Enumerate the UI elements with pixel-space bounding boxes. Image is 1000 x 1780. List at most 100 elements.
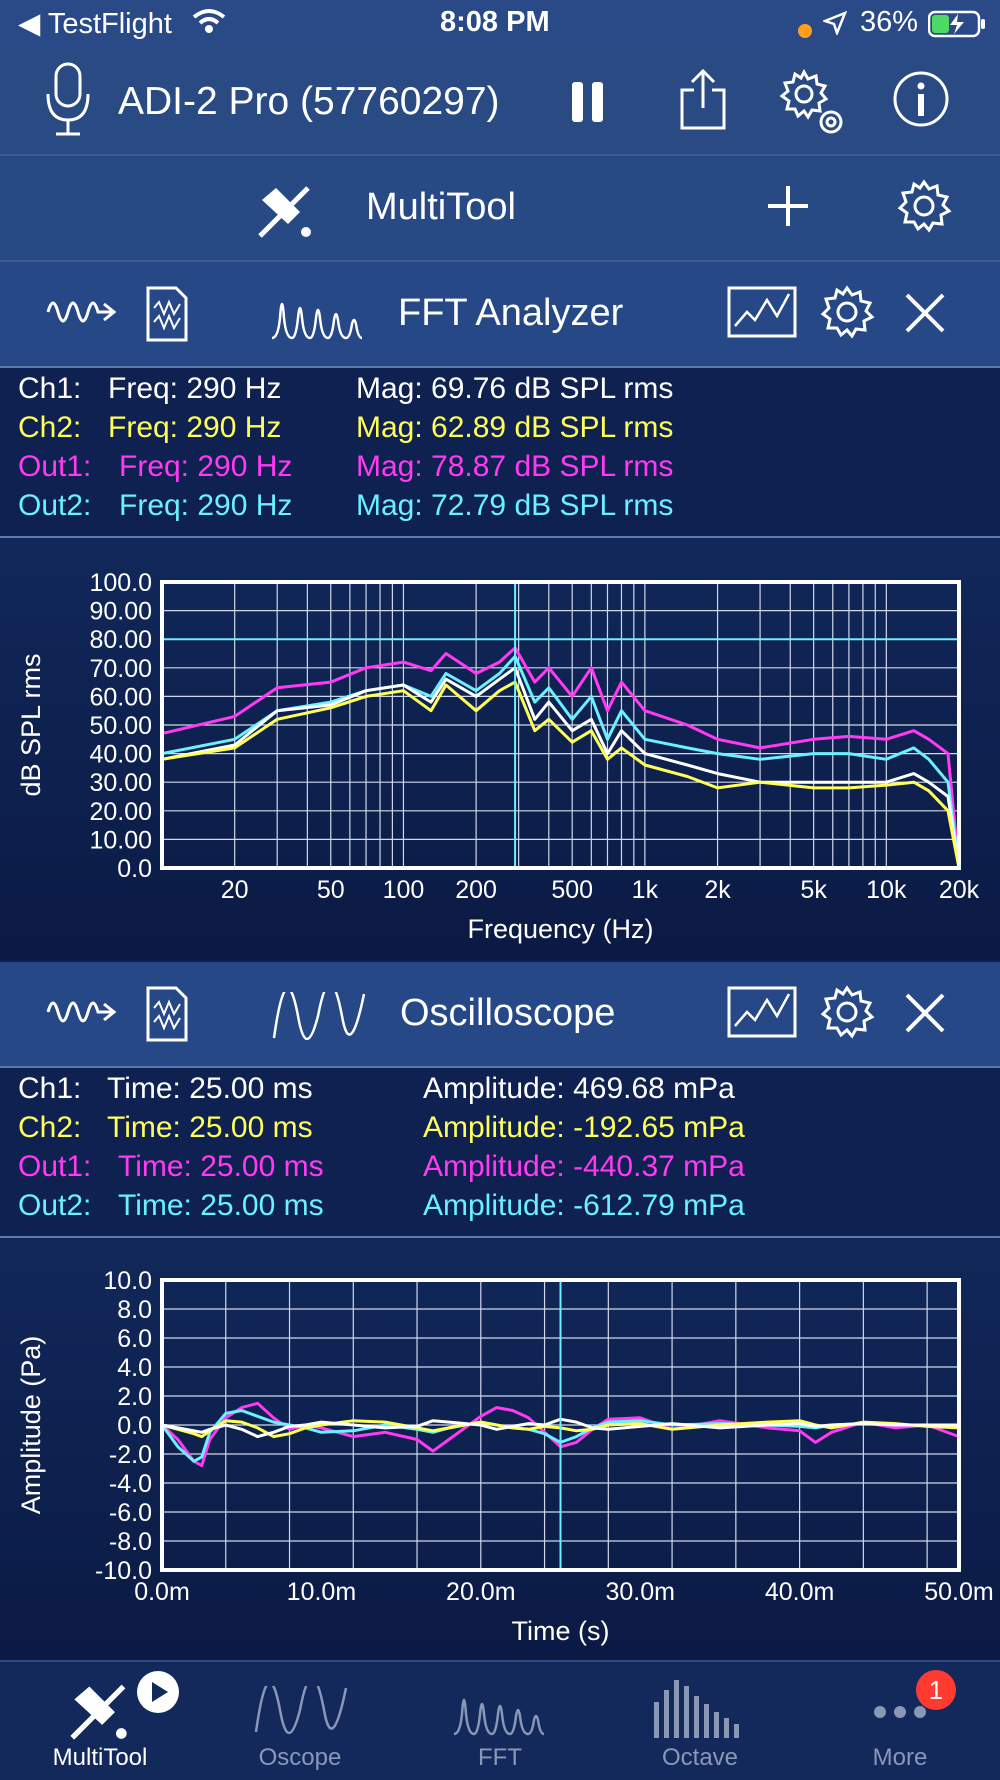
y-axis-label: dB SPL rms — [16, 653, 46, 796]
oscope-readout-out2: Out2: Time: 25.00 ms Amplitude: -612.79 … — [18, 1189, 745, 1223]
signal-generator-icon[interactable] — [46, 992, 118, 1037]
fft-plot-area: 100.0 90.00 80.00 70.00 60.00 50.00 40.00 30.00… — [0, 538, 1000, 960]
x-tick-label: 0.0m — [134, 1578, 190, 1606]
x-tick-label: 10k — [866, 876, 907, 904]
fft-chart[interactable]: 100.090.0080.0070.0060.0050.0040.0030.00… — [0, 538, 1000, 960]
tab-octave[interactable]: Octave — [600, 1662, 800, 1780]
y-tick-label: 4.0 — [117, 1354, 152, 1382]
tab-label: MultiTool — [52, 1744, 148, 1771]
freq-value: Freq: 290 Hz — [108, 372, 282, 405]
oscope-chart[interactable]: 10.08.06.04.02.00.0-2.0-4.0-6.0-8.0-10.0… — [0, 1238, 1000, 1660]
y-tick-label: 40.00 — [89, 741, 152, 769]
status-time: 8:08 PM — [440, 6, 550, 38]
oscope-tab-icon — [254, 1676, 348, 1739]
tool-title: MultiTool — [366, 186, 516, 228]
series-line-4 — [161, 1417, 959, 1439]
fft-tab-icon — [452, 1684, 546, 1741]
tab-more[interactable]: 1 More — [800, 1662, 1000, 1780]
chart-display-icon[interactable] — [727, 286, 797, 343]
x-tick-label: 2k — [704, 876, 731, 904]
y-tick-label: -4.0 — [109, 1470, 152, 1498]
y-tick-label: 60.00 — [89, 683, 152, 711]
y-tick-label: 6.0 — [117, 1325, 152, 1353]
y-tick-label: 70.00 — [89, 655, 152, 683]
time-value: Time: 25.00 ms — [118, 1189, 324, 1222]
x-tick-label: 200 — [455, 876, 497, 904]
mag-value: Mag: 78.87 dB SPL rms — [356, 450, 674, 483]
tab-fft[interactable]: FFT — [400, 1662, 600, 1780]
fft-icon — [270, 288, 364, 345]
recording-dot-icon — [797, 14, 813, 47]
y-tick-label: -10.0 — [95, 1557, 152, 1585]
close-icon[interactable] — [904, 992, 946, 1039]
freq-value: Freq: 290 Hz — [119, 450, 293, 483]
fft-analyzer-header: FFT Analyzer — [0, 262, 1000, 368]
info-icon[interactable] — [892, 70, 950, 133]
play-badge-icon — [136, 1670, 180, 1719]
time-value: Time: 25.00 ms — [107, 1072, 313, 1105]
oscope-title: Oscilloscope — [400, 992, 616, 1034]
y-tick-label: -2.0 — [109, 1441, 152, 1469]
tab-oscope[interactable]: Oscope — [200, 1662, 400, 1780]
oscope-plot-area: 10.0 8.0 6.0 4.0 2.0 0.0 -2.0 -4.0 -6.0 -8.0 -10.0… — [0, 1238, 1000, 1660]
fft-readout-ch2: Ch2: Freq: 290 Hz Mag: 62.89 dB SPL rms — [18, 411, 673, 445]
battery-charging-icon — [927, 10, 988, 46]
document-icon[interactable] — [146, 286, 188, 347]
amplitude-value: Amplitude: 469.68 mPa — [423, 1072, 735, 1105]
plot-border — [160, 580, 961, 870]
amplitude-value: Amplitude: -612.79 mPa — [423, 1189, 745, 1222]
octave-tab-icon — [652, 1676, 748, 1743]
x-tick-label: 50.0m — [924, 1578, 993, 1606]
share-icon[interactable] — [678, 68, 728, 137]
amplitude-value: Amplitude: -192.65 mPa — [423, 1111, 745, 1144]
y-tick-label: 8.0 — [117, 1296, 152, 1324]
tab-label: More — [872, 1744, 928, 1771]
fft-settings-gear-icon[interactable] — [819, 284, 875, 345]
divider — [0, 1236, 1000, 1238]
fft-readouts: Ch1: Freq: 290 Hz Mag: 69.76 dB SPL rms … — [0, 368, 1000, 536]
y-tick-label: 80.00 — [89, 626, 152, 654]
channel-label: Ch2: — [18, 411, 82, 444]
tab-label: FFT — [478, 1744, 522, 1771]
oscope-readouts: Ch1: Time: 25.00 ms Amplitude: 469.68 mP… — [0, 1068, 1000, 1236]
device-bar: ADI-2 Pro (57760297) — [0, 48, 1000, 156]
y-axis-label: Amplitude (Pa) — [16, 1336, 46, 1515]
notification-badge: 1 — [916, 1670, 956, 1710]
close-icon[interactable] — [904, 292, 946, 339]
add-icon[interactable] — [766, 184, 810, 233]
x-tick-label: 50 — [317, 876, 345, 904]
oscilloscope-header: Oscilloscope — [0, 962, 1000, 1068]
y-tick-label: -6.0 — [109, 1499, 152, 1527]
device-name[interactable]: ADI-2 Pro (57760297) — [118, 80, 500, 123]
chart-display-icon[interactable] — [727, 986, 797, 1043]
settings-gear-icon[interactable] — [776, 66, 846, 141]
y-tick-label: 90.00 — [89, 598, 152, 626]
oscope-settings-gear-icon[interactable] — [819, 984, 875, 1045]
document-icon[interactable] — [146, 986, 188, 1047]
signal-generator-icon[interactable] — [46, 292, 118, 337]
pause-icon[interactable] — [570, 80, 606, 129]
amplitude-value: Amplitude: -440.37 mPa — [423, 1150, 745, 1183]
freq-value: Freq: 290 Hz — [108, 411, 282, 444]
wifi-icon — [192, 8, 226, 42]
multitool-bar: MultiTool — [0, 156, 1000, 262]
x-tick-label: 30.0m — [605, 1578, 674, 1606]
divider — [0, 536, 1000, 538]
y-tick-label: 10.0 — [103, 1267, 152, 1295]
testflight-back-link[interactable]: ◀ TestFlight — [18, 8, 172, 40]
x-tick-label: 20 — [221, 876, 249, 904]
channel-label: Out2: — [18, 1189, 92, 1222]
oscope-readout-out1: Out1: Time: 25.00 ms Amplitude: -440.37 … — [18, 1150, 745, 1184]
tab-multitool[interactable]: MultiTool — [0, 1662, 200, 1780]
location-arrow-icon — [821, 10, 848, 43]
mic-icon[interactable] — [44, 62, 92, 143]
gear-icon[interactable] — [896, 178, 952, 239]
y-tick-label: -8.0 — [109, 1528, 152, 1556]
x-tick-label: 100 — [383, 876, 425, 904]
channel-label: Out2: — [18, 489, 92, 522]
plot-border — [160, 1278, 961, 1572]
channel-label: Ch2: — [18, 1111, 82, 1144]
fft-readout-out2: Out2: Freq: 290 Hz Mag: 72.79 dB SPL rms — [18, 489, 673, 523]
x-tick-label: 10.0m — [287, 1578, 356, 1606]
y-tick-label: 100.0 — [89, 569, 152, 597]
